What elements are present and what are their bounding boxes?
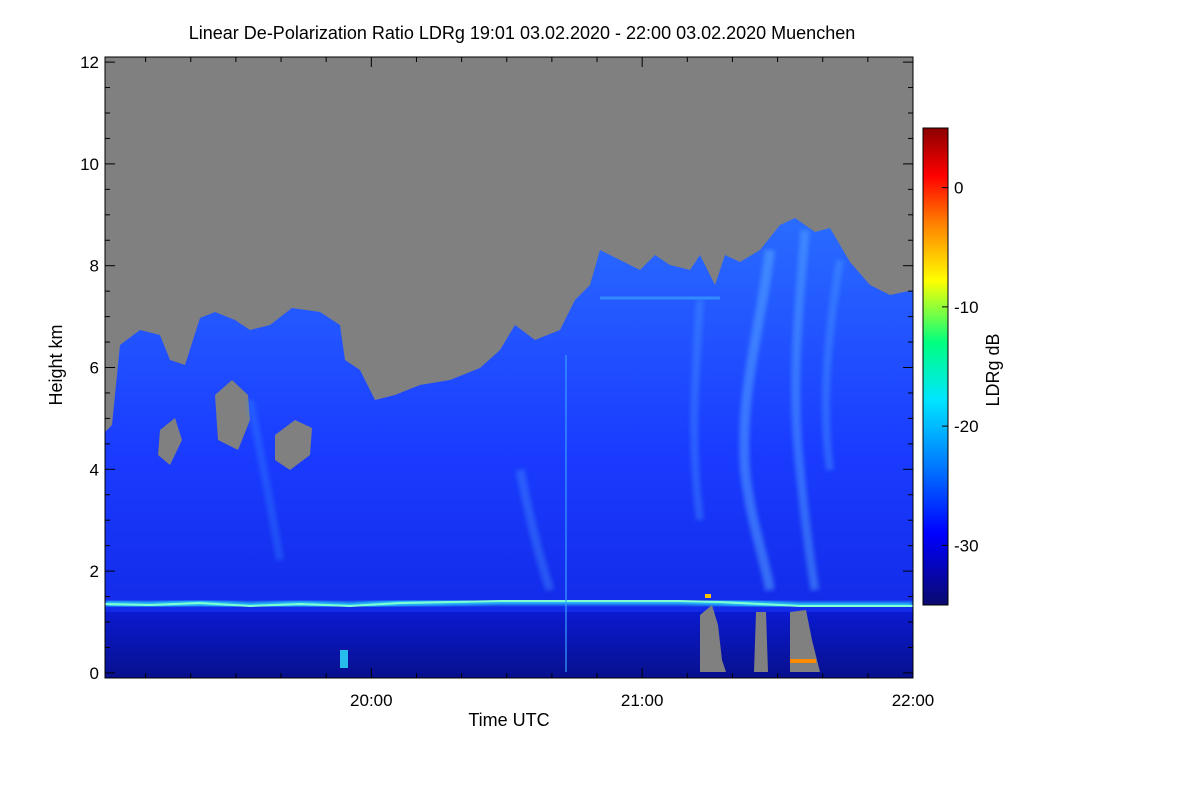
y-tick-label: 0 [90, 664, 99, 683]
colorbar: 0 -10 -20 -30 LDRg dB [922, 127, 1003, 606]
lower-boundary-layer [105, 612, 913, 678]
colorbar-label: LDRg dB [983, 333, 1003, 406]
x-tick-label: 22:00 [892, 691, 935, 710]
colorbar-ticks: 0 -10 -20 -30 [942, 179, 979, 555]
gap-region [754, 612, 768, 672]
colorbar-tick-label: -20 [954, 417, 979, 436]
colorbar-gradient [922, 127, 949, 606]
cloud-region [105, 218, 913, 678]
surface-speckle [790, 659, 816, 663]
surface-speckle [340, 650, 348, 668]
colorbar-tick-label: -30 [954, 536, 979, 555]
colorbar-tick-label: -10 [954, 298, 979, 317]
y-tick-label: 4 [90, 460, 99, 479]
residual-layer-band [105, 600, 913, 608]
gap-region [158, 418, 182, 465]
fall-streaks [246, 229, 844, 592]
y-axis-label: Height km [46, 324, 66, 405]
gap-region [275, 420, 312, 470]
y-tick-label: 2 [90, 562, 99, 581]
x-tick-label: 20:00 [350, 691, 393, 710]
chart-title: Linear De-Polarization Ratio LDRg 19:01 … [189, 23, 855, 43]
gap-region [700, 605, 726, 672]
colorbar-tick-label: 0 [954, 179, 963, 198]
y-tick-label: 12 [80, 53, 99, 72]
x-tick-label: 21:00 [621, 691, 664, 710]
x-axis: 20:00 21:00 22:00 [145, 57, 935, 710]
y-tick-label: 8 [90, 257, 99, 276]
y-axis: 0 2 4 6 8 10 12 [80, 53, 913, 683]
y-tick-label: 6 [90, 359, 99, 378]
surface-speckle [705, 594, 711, 598]
x-axis-label: Time UTC [468, 710, 549, 730]
y-tick-label: 10 [80, 155, 99, 174]
gap-region [215, 380, 250, 450]
gap-region [790, 610, 820, 672]
plot-area [105, 57, 913, 678]
